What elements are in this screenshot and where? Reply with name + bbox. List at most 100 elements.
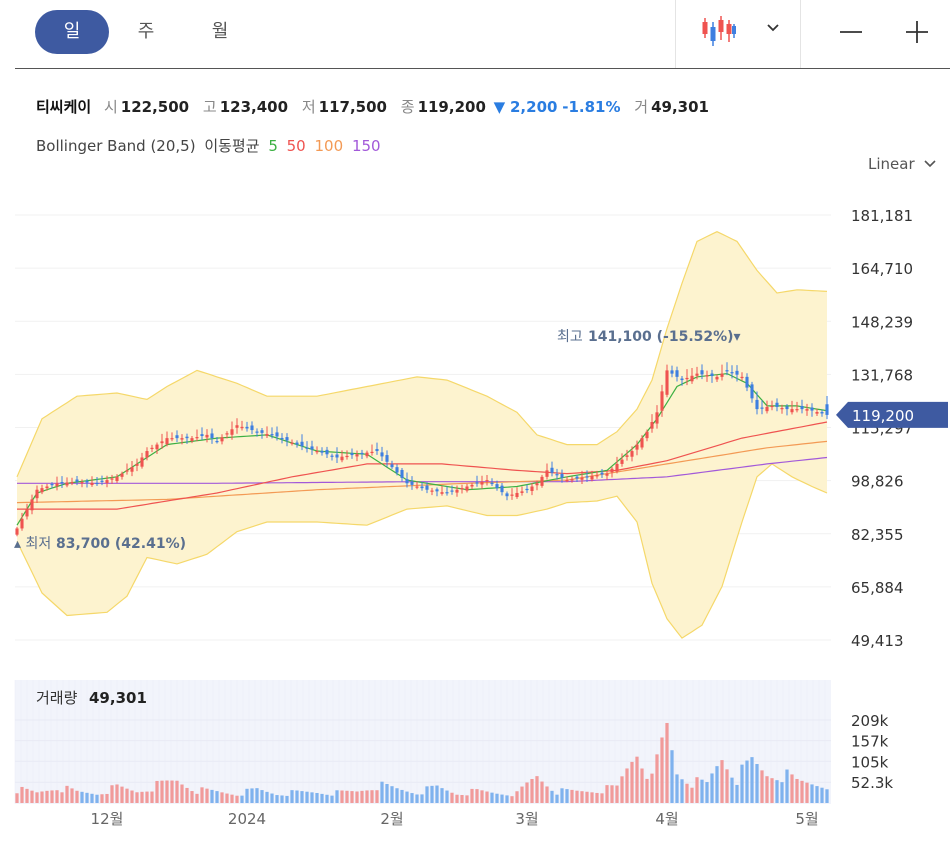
toolbar-separator: [800, 0, 801, 68]
volume-bar: [215, 791, 219, 803]
volume-tick: 105k: [851, 753, 889, 771]
candle-body: [545, 470, 549, 477]
ma-label[interactable]: 이동평균: [204, 137, 260, 155]
grid-lines: [15, 214, 831, 641]
volume-bar: [680, 779, 684, 803]
volume-label: 거: [634, 98, 649, 116]
candle-body: [650, 422, 654, 429]
candle-body: [360, 452, 364, 455]
candle-body: [120, 473, 124, 477]
candle-body: [735, 370, 739, 375]
candle-body: [630, 451, 634, 457]
candlestick-icon[interactable]: [700, 14, 740, 48]
bollinger-band-fill: [17, 231, 827, 639]
candle-body: [475, 482, 479, 484]
volume-bar: [295, 790, 299, 803]
tab-day[interactable]: 일: [35, 10, 109, 54]
volume-bar: [725, 769, 729, 803]
scale-dropdown[interactable]: Linear: [868, 155, 937, 173]
candle-body: [385, 455, 389, 462]
volume-panel-bg: [15, 680, 831, 804]
chevron-down-icon[interactable]: [764, 20, 782, 34]
volume-bar: [145, 791, 149, 803]
volume-title-value: 49,301: [89, 689, 147, 707]
candle-body: [540, 476, 544, 486]
volume-bar: [70, 788, 74, 803]
ma100-line: [16, 440, 828, 504]
candle-body: [140, 457, 144, 467]
candle-body: [70, 482, 74, 484]
volume-bar: [415, 794, 419, 803]
candle-body: [560, 473, 564, 478]
volume-bar: [750, 757, 754, 803]
volume-bar: [230, 794, 234, 803]
volume-bar: [685, 783, 689, 803]
candle-body: [800, 405, 804, 410]
candle-body: [210, 433, 214, 439]
time-axis-label: 5월: [795, 810, 818, 828]
ma-150: 150: [351, 137, 381, 155]
volume-bar: [280, 795, 284, 803]
volume-bar: [800, 780, 804, 803]
volume-tick: 52.3k: [851, 774, 893, 792]
volume-bar: [155, 780, 159, 803]
minus-icon[interactable]: [838, 20, 864, 44]
candle-body: [705, 375, 709, 377]
candle-body: [315, 451, 319, 453]
candle-body: [255, 431, 259, 433]
volume-bar: [470, 788, 474, 803]
volume-bar: [180, 784, 184, 803]
candle-body: [115, 476, 119, 482]
volume-bar: [705, 782, 709, 803]
volume-bar: [140, 791, 144, 803]
low-value: 117,500: [318, 98, 387, 116]
volume-bar: [40, 791, 44, 803]
time-axis-label: 4월: [655, 810, 678, 828]
candle-body: [65, 482, 69, 486]
volume-bar: [425, 786, 429, 803]
volume-bar: [325, 794, 329, 803]
candle-body: [715, 376, 719, 380]
volume-bar: [490, 792, 494, 803]
high-label: 고: [202, 98, 217, 116]
candle-body: [130, 467, 134, 472]
volume-bar: [430, 785, 434, 803]
extreme-markers: 최고 141,100 (-15.52%)▾ ▴ 최저 83,700 (42.41%): [14, 329, 741, 552]
tab-week[interactable]: 주: [137, 21, 155, 42]
candle-body: [790, 409, 794, 413]
volume-bar: [65, 785, 69, 803]
candle-body: [370, 451, 374, 454]
candle-body: [220, 437, 224, 442]
volume-bar: [50, 790, 54, 803]
ma150-line: [17, 456, 828, 484]
volume-bar: [115, 784, 119, 803]
volume-bar: [795, 778, 799, 803]
volume-bar: [130, 790, 134, 803]
volume-bar: [580, 791, 584, 803]
candle-body: [215, 440, 219, 443]
volume-title: 거래량: [36, 689, 78, 707]
candle-body: [275, 432, 279, 437]
volume-bar: [565, 789, 569, 803]
candle-body: [20, 518, 24, 529]
candle-body: [510, 494, 514, 496]
current-price-tag: 119,200: [836, 401, 948, 428]
candle-body: [730, 372, 734, 374]
candle-body: [690, 375, 694, 382]
candle-body: [590, 476, 594, 480]
volume-bar: [495, 793, 499, 803]
candle-body: [305, 447, 309, 449]
candle-body: [170, 438, 174, 440]
bollinger-label[interactable]: Bollinger Band (20,5): [36, 137, 196, 155]
candle-body: [160, 441, 164, 444]
plus-icon[interactable]: [904, 19, 930, 45]
volume-bar: [370, 790, 374, 803]
scale-label: Linear: [868, 155, 915, 173]
candle-body: [40, 488, 44, 493]
volume-bar: [730, 777, 734, 803]
volume-bar: [515, 791, 519, 803]
volume-bar: [380, 781, 384, 803]
volume-bar: [510, 796, 514, 803]
price-tick: 115,297: [851, 420, 913, 438]
tab-month[interactable]: 월: [211, 21, 229, 42]
